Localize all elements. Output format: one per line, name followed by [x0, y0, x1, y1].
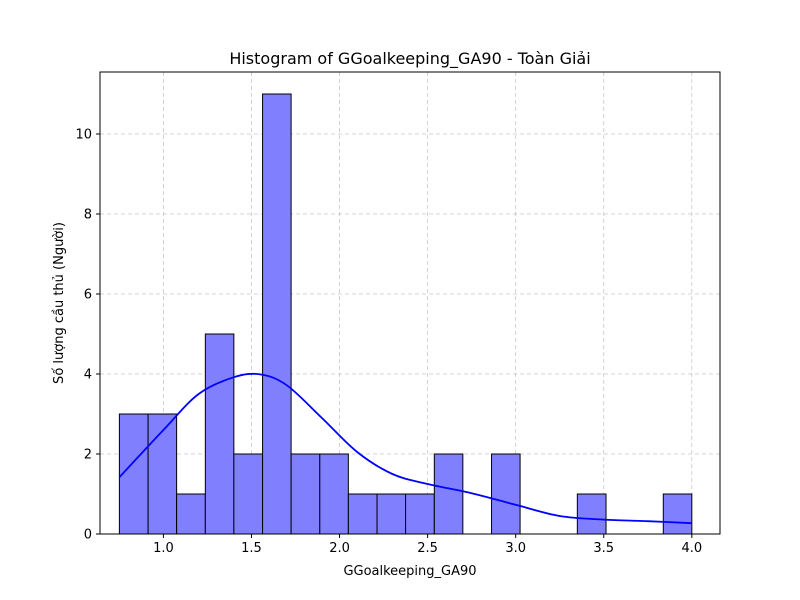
histogram-bar [491, 453, 521, 535]
histogram-bar [147, 413, 178, 535]
histogram-bar [405, 493, 435, 535]
x-tick-label: 2.5 [417, 541, 438, 556]
histogram-bar [347, 493, 378, 535]
x-axis-label: GGoalkeeping_GA90 [343, 564, 476, 579]
y-tick-label: 10 [75, 128, 92, 143]
kde-curve [118, 372, 692, 525]
grid-lines [100, 72, 720, 535]
histogram-bar [433, 453, 464, 535]
histogram-bar [319, 453, 349, 535]
y-axis: 0 2 4 6 8 10 [75, 128, 100, 543]
histogram-bar [576, 493, 607, 535]
x-tick-label: 4.0 [681, 541, 702, 556]
kde-curve-layer [118, 372, 692, 525]
histogram-bar [176, 493, 206, 535]
y-tick-label: 4 [84, 368, 92, 383]
y-tick-label: 6 [84, 288, 92, 303]
y-tick-label: 2 [84, 448, 92, 463]
histogram-bar [204, 333, 235, 535]
x-tick-label: 1.0 [153, 541, 174, 556]
histogram-bar [662, 493, 693, 535]
histogram-bar [376, 493, 407, 535]
chart-title: Histogram of GGoalkeeping_GA90 - Toàn Gi… [229, 49, 590, 69]
y-tick-label: 8 [84, 208, 92, 223]
histogram-bar [262, 93, 292, 535]
x-tick-label: 1.5 [241, 541, 262, 556]
y-axis-label: Số lượng cầu thủ (Người) [52, 222, 67, 384]
x-tick-label: 3.5 [593, 541, 614, 556]
histogram-bar [290, 453, 321, 535]
histogram-bar [233, 453, 264, 535]
histogram-bars [118, 93, 693, 535]
histogram-bar [118, 413, 149, 535]
y-tick-label: 0 [84, 528, 92, 543]
x-tick-label: 2.0 [329, 541, 350, 556]
x-tick-label: 3.0 [505, 541, 526, 556]
x-axis: 1.0 1.5 2.0 2.5 3.0 3.5 4.0 [153, 534, 702, 556]
plot-frame [99, 71, 721, 535]
